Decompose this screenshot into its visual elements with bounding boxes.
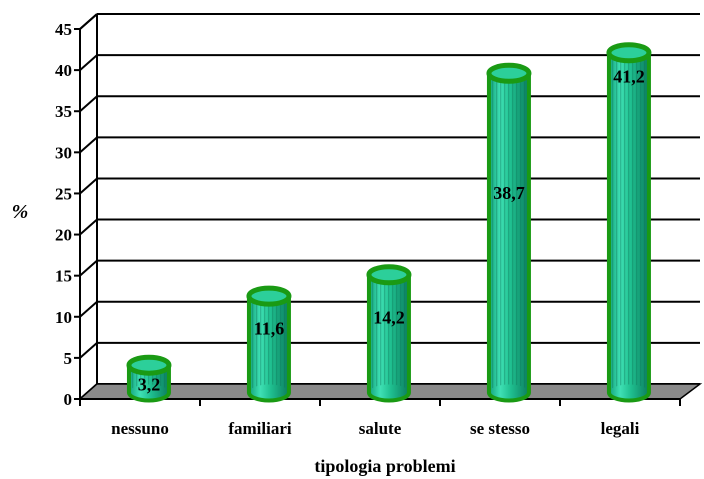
x-tick-label: familiari [228, 419, 292, 438]
bar-top [126, 354, 172, 376]
bars [126, 42, 652, 403]
bar-familiari [246, 285, 292, 403]
bar-bottom-rim [606, 392, 651, 403]
data-label: 3,2 [138, 375, 161, 395]
data-label: 38,7 [493, 183, 525, 203]
x-tick-label: nessuno [111, 419, 169, 438]
bar-body-texture [488, 73, 529, 393]
gridline-side [79, 342, 98, 359]
x-tick-label: se stesso [470, 419, 530, 438]
gridline-side [79, 54, 98, 71]
x-tick-label: salute [359, 419, 402, 438]
bar-bottom-rim [366, 392, 411, 403]
bar-top [486, 62, 532, 84]
y-tick-label: 40 [55, 61, 72, 80]
bar-top [606, 42, 652, 64]
gridline-side [79, 177, 98, 195]
y-tick-label: 30 [55, 143, 72, 162]
gridline-side [79, 259, 98, 277]
data-label: 14,2 [373, 308, 405, 328]
y-tick-label: 45 [55, 20, 72, 39]
bar-body-texture [368, 274, 409, 393]
x-axis-label: tipologia problemi [314, 456, 455, 476]
bar-body-texture [608, 52, 649, 393]
grid-layer: 0 5 10 15 20 25 30 35 40 45 [55, 13, 700, 409]
bar-top [246, 285, 292, 307]
y-axis-label: % [12, 201, 29, 223]
bar-bottom [488, 384, 529, 401]
gridline-side [79, 301, 98, 318]
labels: 3,2 nessuno 11,6 familiari 14,2 salute 38,7 se … [111, 67, 645, 438]
bar-nessuno [126, 354, 172, 403]
bar-bottom [128, 384, 169, 401]
gridline-side [79, 218, 98, 236]
y-tick-label: 10 [55, 308, 72, 327]
bar-bottom [368, 384, 409, 401]
bar-bottom-rim [126, 392, 171, 403]
bar-bottom-rim [486, 392, 531, 403]
y-tick-label: 20 [55, 226, 72, 245]
bar-bottom [248, 384, 289, 401]
bar-legali [606, 42, 652, 403]
side-wall-top [79, 13, 98, 30]
y-tick-label: 35 [55, 102, 72, 121]
bar-salute [366, 264, 412, 403]
y-tick-label: 25 [55, 184, 72, 203]
y-tick-label: 0 [64, 390, 73, 409]
bar-body-texture [248, 296, 289, 393]
gridline-side [79, 95, 98, 112]
x-tick-label: legali [601, 419, 640, 438]
gridline-side [79, 136, 98, 154]
data-label: 41,2 [613, 67, 645, 87]
axes [79, 13, 681, 406]
data-label: 11,6 [254, 318, 285, 338]
bar-top [366, 264, 412, 286]
y-tick-label: 5 [64, 349, 73, 368]
bar-bottom-rim [246, 392, 291, 403]
y-tick-label: 15 [55, 267, 72, 286]
bar-se-stesso [486, 62, 532, 403]
bar-bottom [608, 384, 649, 401]
